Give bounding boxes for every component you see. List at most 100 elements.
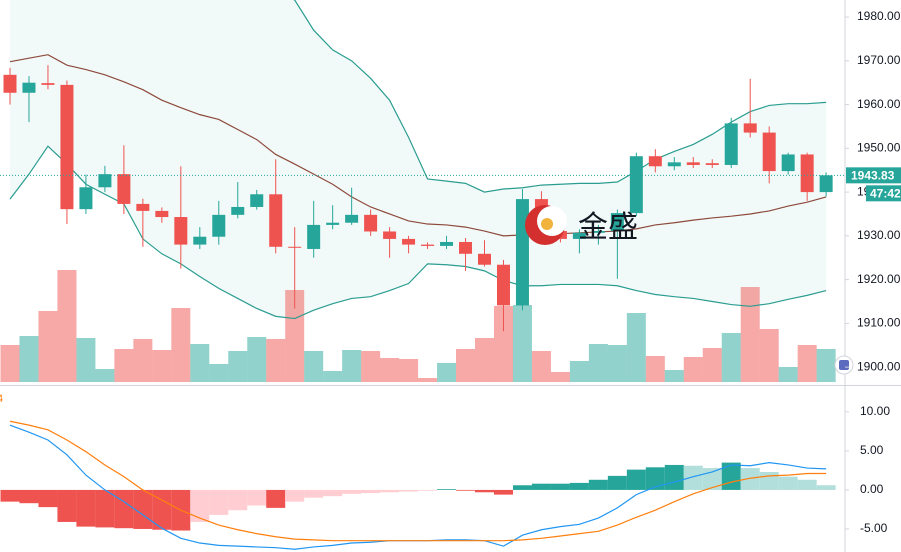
y-tick-label: 5.00	[860, 443, 884, 457]
volume-bar	[304, 351, 324, 382]
candle-body	[591, 231, 605, 233]
candle-body	[326, 222, 340, 225]
candle-body	[402, 238, 416, 245]
macd-histogram-bar	[456, 489, 476, 491]
candle-body	[629, 156, 643, 214]
y-tick-label: -5.00	[860, 521, 888, 535]
macd-histogram-bar	[475, 489, 494, 493]
candle-body	[212, 214, 226, 237]
volume-bar	[759, 329, 779, 382]
volume-bar	[399, 359, 419, 382]
candle-body	[781, 154, 795, 172]
volume-bar	[626, 313, 646, 382]
volume-bar	[38, 311, 58, 382]
watermark: 金盛	[525, 205, 638, 245]
candle-body	[800, 154, 814, 193]
macd-histogram-bar	[437, 489, 457, 490]
macd-histogram-bar	[512, 485, 532, 490]
candle-body	[610, 213, 624, 232]
macd-histogram-bar	[380, 489, 400, 493]
volume-bar	[569, 361, 589, 382]
volume-bar	[550, 372, 570, 382]
macd-histogram-bar	[759, 471, 779, 490]
y-tick-label: 1980.00	[857, 9, 901, 23]
volume-bar	[418, 378, 438, 382]
price-tag	[846, 167, 901, 184]
candle-body	[743, 123, 757, 133]
candle-body	[572, 232, 586, 239]
macd-histogram-bar	[607, 475, 627, 490]
macd-histogram-bar	[778, 476, 798, 490]
volume-bar	[19, 336, 39, 382]
volume-bar	[512, 305, 532, 382]
volume-bar	[664, 370, 684, 382]
candle-body	[648, 156, 662, 167]
y-tick-label: 1900.00	[857, 359, 901, 373]
candle-body	[762, 132, 776, 172]
candle-body	[231, 206, 245, 215]
macd-histogram-bar	[493, 489, 513, 495]
macd-histogram-bar	[683, 465, 703, 490]
volume-bar	[797, 345, 817, 382]
candle-body	[136, 203, 150, 211]
macd-histogram-bar	[76, 489, 96, 527]
macd-histogram-bar	[342, 489, 362, 494]
macd-histogram-bar	[361, 489, 381, 494]
macd-histogram-bar	[740, 468, 760, 490]
volume-bar	[683, 357, 703, 382]
candle-body	[421, 244, 435, 246]
candle-body	[459, 241, 473, 254]
price-pane	[0, 0, 845, 382]
volume-bar	[76, 338, 96, 382]
candle-body	[383, 231, 397, 239]
macd-histogram-bar	[228, 489, 248, 511]
volume-bar	[721, 333, 741, 382]
macd-histogram-bar	[550, 483, 570, 490]
volume-bar	[342, 350, 362, 382]
macd-histogram-bar	[0, 489, 20, 502]
countdown-label: 47:42	[870, 187, 901, 201]
macd-histogram-bar	[816, 485, 836, 490]
volume-bar	[228, 351, 248, 382]
candle-body	[496, 264, 510, 306]
macd-histogram-bar	[797, 479, 817, 490]
y-tick-label: 1970.00	[857, 53, 901, 67]
macd-histogram-bar	[569, 482, 589, 490]
icon	[834, 355, 854, 375]
volume-bar	[114, 349, 134, 382]
macd-histogram-bar	[190, 489, 210, 522]
candle-body	[155, 210, 169, 218]
macd-histogram-bar	[285, 489, 305, 502]
volume-bar	[361, 351, 381, 382]
logo	[541, 218, 553, 230]
macd-histogram-bar	[247, 489, 267, 506]
candle-body	[193, 236, 207, 245]
icon	[839, 360, 849, 370]
y-tick-label: 1960.00	[857, 97, 901, 111]
volume-bar	[588, 344, 608, 382]
candle-body	[686, 162, 700, 165]
macd-histogram-bar	[95, 489, 115, 528]
volume-bar	[456, 349, 476, 382]
candle-body	[250, 194, 264, 207]
macd-histogram-bar	[38, 489, 58, 508]
volume-bar	[323, 371, 343, 382]
candle-body	[60, 84, 74, 210]
macd-histogram-bar	[304, 489, 324, 498]
volume-bar	[133, 339, 153, 382]
macd-histogram-bar	[664, 464, 684, 490]
price-tag-label: 1943.83	[851, 169, 895, 183]
candle-body	[440, 241, 454, 246]
volume-bar	[190, 344, 210, 382]
y-tick-label: 1920.00	[857, 272, 901, 286]
y-tick-label: 1910.00	[857, 316, 901, 330]
y-tick-label: 0.00	[860, 482, 884, 496]
volume-bar	[531, 351, 551, 382]
candle-body	[307, 224, 321, 249]
macd-histogram-bar	[323, 489, 343, 497]
macd-histogram-bar	[399, 489, 419, 492]
indicator-label: 4	[0, 393, 3, 405]
volume-bar	[493, 306, 513, 382]
macd-histogram-bar	[133, 489, 153, 529]
